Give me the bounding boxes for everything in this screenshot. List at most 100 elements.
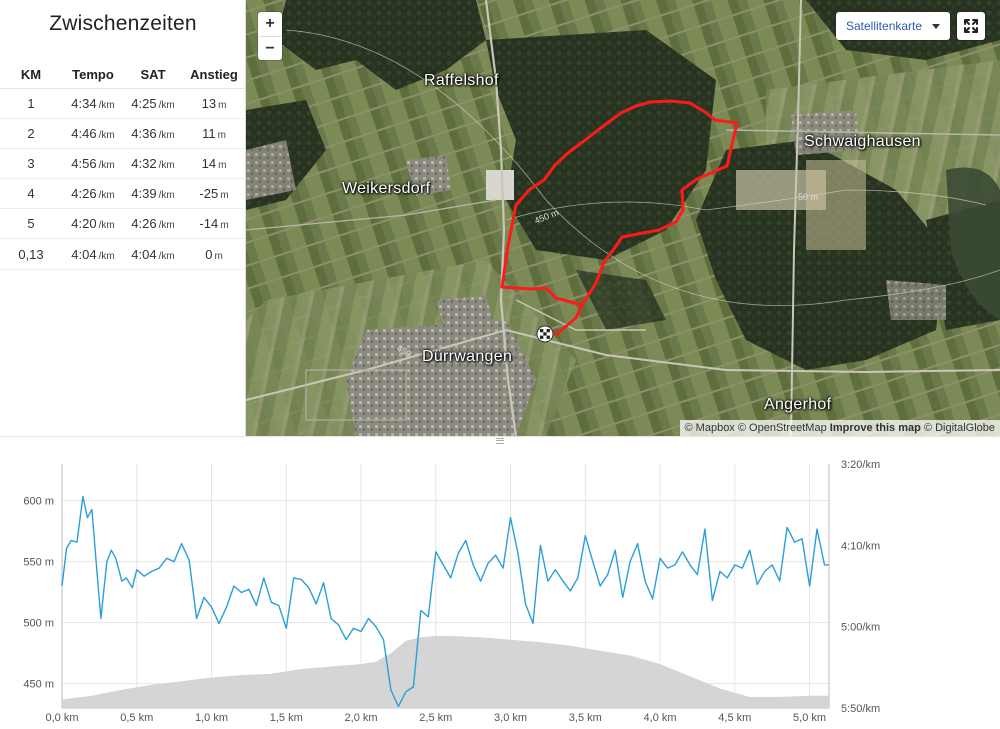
split-ascent-unit: m	[218, 159, 227, 171]
x-tick-label: 1,0 km	[195, 712, 228, 724]
split-tempo-value: 4:34	[71, 95, 97, 111]
split-tempo-unit: /km	[98, 99, 115, 111]
place-weikersdorf: Weikersdorf	[342, 180, 431, 197]
split-row: 0,13 4:04/km 4:04/km 0 m	[0, 238, 246, 270]
split-ascent-value: -25	[199, 186, 219, 202]
split-ascent: 13 m	[182, 88, 246, 119]
y-right-tick-label: 5:00/km	[841, 622, 880, 634]
elevation-pace-chart[interactable]: 0,0 km 0,5 km 1,0 km 1,5 km 2,0 km 2,5 km 3,0 …	[0, 446, 1000, 724]
split-tempo-unit: /km	[98, 250, 115, 262]
x-tick-label: 5,0 km	[793, 712, 826, 724]
split-sat-unit: /km	[158, 159, 175, 171]
split-tempo-value: 4:04	[71, 246, 97, 262]
split-tempo-value: 4:56	[71, 155, 97, 171]
fullscreen-button[interactable]	[957, 12, 985, 40]
split-sat: 4:04/km	[124, 238, 182, 270]
split-sat-unit: /km	[158, 129, 175, 141]
split-sat-unit: /km	[158, 250, 175, 262]
split-ascent-value: -14	[199, 216, 219, 232]
splits-panel: Zwischenzeiten KM Tempo SAT Anstieg 1 4:3…	[0, 0, 246, 436]
contour-label-50: 50 m	[798, 192, 818, 202]
place-angerhof: Angerhof	[764, 396, 832, 413]
improve-map-link[interactable]: Improve this map	[829, 422, 921, 434]
map-attribution: © Mapbox © OpenStreetMap Improve this ma…	[679, 420, 1000, 436]
split-tempo-value: 4:46	[71, 125, 97, 141]
resize-handle[interactable]	[0, 436, 1000, 446]
split-ascent: 14 m	[182, 148, 246, 180]
split-km-value: 5	[27, 216, 35, 232]
x-tick-label: 0,5 km	[120, 712, 153, 724]
split-km-value: 2	[27, 125, 35, 141]
split-km-value: 3	[27, 155, 35, 171]
split-sat-unit: /km	[158, 190, 175, 202]
split-sat: 4:32/km	[124, 148, 182, 180]
column-header-ascent: Anstieg	[182, 62, 246, 89]
split-ascent-unit: m	[220, 190, 229, 202]
split-sat-unit: /km	[158, 99, 175, 111]
split-tempo-unit: /km	[98, 190, 115, 202]
split-sat-unit: /km	[158, 220, 175, 232]
x-tick-label: 2,0 km	[345, 712, 378, 724]
split-row: 2 4:46/km 4:36/km 11 m	[0, 118, 246, 149]
split-sat-value: 4:39	[131, 186, 157, 202]
split-ascent-value: 11	[202, 125, 216, 141]
zoom-in-button[interactable]: +	[265, 15, 275, 32]
drag-grip-icon	[496, 438, 504, 444]
split-ascent-unit: m	[217, 129, 226, 141]
attribution-osm-link[interactable]: © OpenStreetMap	[737, 422, 827, 434]
y-left-tick-label: 600 m	[23, 496, 54, 508]
zoom-out-button[interactable]: −	[258, 36, 282, 60]
attribution-digitalglobe-link[interactable]: © DigitalGlobe	[923, 422, 995, 434]
split-tempo: 4:04/km	[62, 238, 124, 270]
y-right-tick-label: 5:50/km	[841, 703, 880, 715]
split-row: 3 4:56/km 4:32/km 14 m	[0, 148, 246, 180]
split-sat-value: 4:26	[131, 216, 157, 232]
column-header-sat: SAT	[124, 62, 182, 89]
split-row: 5 4:20/km 4:26/km -14 m	[0, 208, 246, 240]
x-tick-label: 1,5 km	[270, 712, 303, 724]
split-sat-value: 4:36	[131, 125, 157, 141]
route-line	[500, 99, 739, 307]
split-km-value: 0,13	[18, 246, 44, 262]
split-km: 2	[0, 118, 62, 149]
split-ascent: -25 m	[182, 178, 246, 210]
satellite-imagery: 450 m 450 50 m	[246, 0, 1000, 436]
attribution-mapbox-link[interactable]: © Mapbox	[684, 422, 735, 434]
split-km: 0,13	[0, 238, 62, 270]
split-km-value: 4	[27, 186, 35, 202]
split-km: 1	[0, 88, 62, 119]
split-tempo-value: 4:20	[71, 216, 97, 232]
split-tempo: 4:46/km	[62, 118, 124, 149]
splits-header-row: KM Tempo SAT Anstieg	[0, 62, 246, 89]
splits-table: KM Tempo SAT Anstieg 1 4:34/km 4:25/km 13 m 2…	[0, 62, 246, 270]
split-tempo-unit: /km	[98, 129, 115, 141]
start-finish-marker	[536, 325, 554, 343]
x-tick-label: 2,5 km	[419, 712, 452, 724]
y-right-tick-label: 4:10/km	[841, 540, 880, 552]
y-left-tick-label: 550 m	[23, 557, 54, 569]
split-tempo: 4:20/km	[62, 208, 124, 240]
splits-title: Zwischenzeiten	[49, 12, 197, 35]
place-schwaighausen: Schwaighausen	[804, 133, 921, 150]
split-tempo: 4:34/km	[62, 88, 124, 119]
y-left-tick-label: 500 m	[23, 618, 54, 630]
split-sat-value: 4:04	[131, 246, 157, 262]
map-type-dropdown[interactable]: Satellitenkarte	[836, 12, 950, 40]
split-km: 4	[0, 178, 62, 210]
zoom-control: + −	[258, 12, 282, 60]
split-sat-value: 4:32	[131, 155, 157, 171]
split-km: 3	[0, 148, 62, 180]
split-km-value: 1	[27, 95, 35, 111]
split-ascent-unit: m	[218, 99, 227, 111]
column-header-km: KM	[0, 62, 62, 89]
split-sat: 4:36/km	[124, 118, 182, 149]
split-sat: 4:25/km	[124, 88, 182, 119]
route-map[interactable]: 450 m 450 50 m Raffelshof Schwaighausen …	[246, 0, 1000, 436]
place-raffelshof: Raffelshof	[424, 72, 499, 89]
split-sat-value: 4:25	[131, 95, 157, 111]
split-tempo-unit: /km	[98, 220, 115, 232]
column-header-tempo: Tempo	[62, 62, 124, 89]
split-tempo-value: 4:26	[71, 186, 97, 202]
split-row: 1 4:34/km 4:25/km 13 m	[0, 88, 246, 119]
split-ascent: -14 m	[182, 208, 246, 240]
